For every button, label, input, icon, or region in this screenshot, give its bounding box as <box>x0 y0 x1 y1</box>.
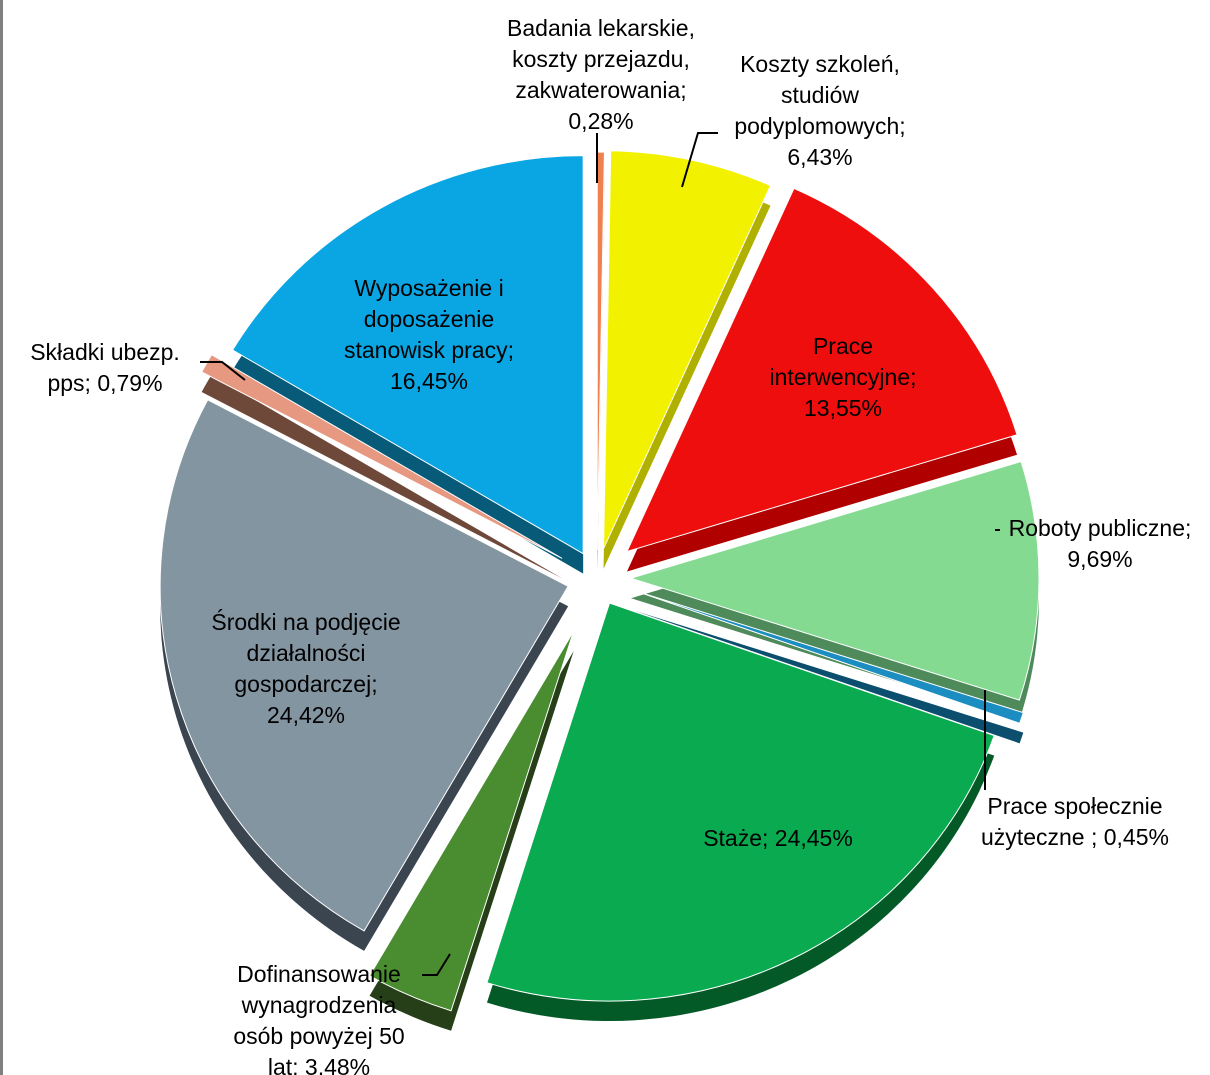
slice-wyposazenie-i <box>231 155 584 555</box>
slice-label-skladki-ubezp: Składki ubezp. pps; 0,79% <box>30 339 180 396</box>
leader-line-dofinansowanie <box>422 953 451 976</box>
slice-dofinansowanie <box>368 630 575 1012</box>
slice-label-line: 0,28% <box>568 108 633 134</box>
slice-prace <box>626 187 1018 553</box>
slice-label-wyposazenie-i: Wyposażenie i doposażenie stanowisk pracy;… <box>344 275 514 394</box>
slice-label-line: Prace <box>813 333 873 359</box>
slice-label-badania-lekarskie: Badania lekarskie, koszty przejazdu, zakwa… <box>507 15 695 134</box>
slice-side-prace-spolecznie <box>634 610 1024 744</box>
slice-label-line: 16,45% <box>390 368 468 394</box>
slice-label-line: Dofinansowanie <box>237 961 401 987</box>
slice-label-line: Roboty publiczne; <box>1009 515 1192 541</box>
slice-label-line: pps; 0,79% <box>47 370 162 396</box>
slice-badania-lekarskie <box>596 151 605 551</box>
slice-label-line: Badania lekarskie, <box>507 15 695 41</box>
slice-skladki-ubezp <box>200 354 563 559</box>
slice-label-line: gospodarczej; <box>234 671 377 697</box>
slice-label-line: Składki ubezp. <box>30 339 180 365</box>
slice-tops <box>159 150 1040 1012</box>
slice-label-line: 13,55% <box>804 395 882 421</box>
slice-label-line: 6,43% <box>787 144 852 170</box>
slice-label-line: użyteczne ; 0,45% <box>981 824 1169 850</box>
slice-label-line: 9,69% <box>1067 546 1132 572</box>
leader-lines <box>200 132 1000 976</box>
slice-label-line: Prace społecznie <box>987 793 1162 819</box>
slice-label-line: interwencyjne; <box>769 364 916 390</box>
slice-label-line: stanowisk pracy; <box>344 337 514 363</box>
slice-label-line: doposażenie <box>364 306 494 332</box>
slice-label-line: podyplomowych; <box>734 113 905 139</box>
slice-label-line: studiów <box>781 82 859 108</box>
slice-label-line: działalności <box>247 640 366 666</box>
slice-label-line: osób powyżej 50 <box>233 1023 404 1049</box>
slice-label-line: Staże; 24,45% <box>703 825 853 851</box>
leader-line-koszty-szkolen <box>681 132 718 188</box>
image-left-border <box>0 0 3 1075</box>
slice-label-line: 24,42% <box>267 702 345 728</box>
slice-label-line: koszty przejazdu, <box>512 46 690 72</box>
slice-label-srodki-na-podjecie: Środki na podjęcie działalności gospodarcz… <box>211 608 400 728</box>
slice-label-koszty-szkolen: Koszty szkoleń, studiów podyplomowych; 6,43… <box>734 51 905 170</box>
slice-label-staze-24-45: Staże; 24,45% <box>703 825 853 851</box>
slice-label-line: wynagrodzenia <box>241 992 397 1018</box>
slice-side-skladki-ubezp <box>201 374 563 579</box>
slice-label-roboty-publiczne: Roboty publiczne; 9,69% <box>1009 515 1192 572</box>
leader-line-skladki-ubezp <box>200 361 246 381</box>
slice-labels: Badania lekarskie, koszty przejazdu, zakwa… <box>30 15 1191 1075</box>
slice-label-line: lat; 3,48% <box>268 1054 370 1075</box>
slice-label-prace-spolecznie: Prace społecznie użyteczne ; 0,45% <box>981 793 1169 850</box>
slice-label-line: Środki na podjęcie <box>211 608 400 635</box>
slice-srodki-na-podjecie <box>159 399 569 932</box>
slice-label-line: zakwaterowania; <box>515 77 686 103</box>
slice-label-line: Koszty szkoleń, <box>740 51 900 77</box>
slice-koszty-szkolen <box>603 150 772 549</box>
slice-label-prace: Prace interwencyjne; 13,55% <box>769 333 916 421</box>
slice-staze-24-45 <box>486 602 995 1002</box>
slice-label-line: Wyposażenie i <box>354 275 503 301</box>
slice-roboty-publiczne <box>629 460 1040 701</box>
slice-prace-spolecznie <box>634 590 1024 724</box>
slice-label-dofinansowanie: Dofinansowanie wynagrodzenia osób powyżej … <box>233 961 404 1075</box>
